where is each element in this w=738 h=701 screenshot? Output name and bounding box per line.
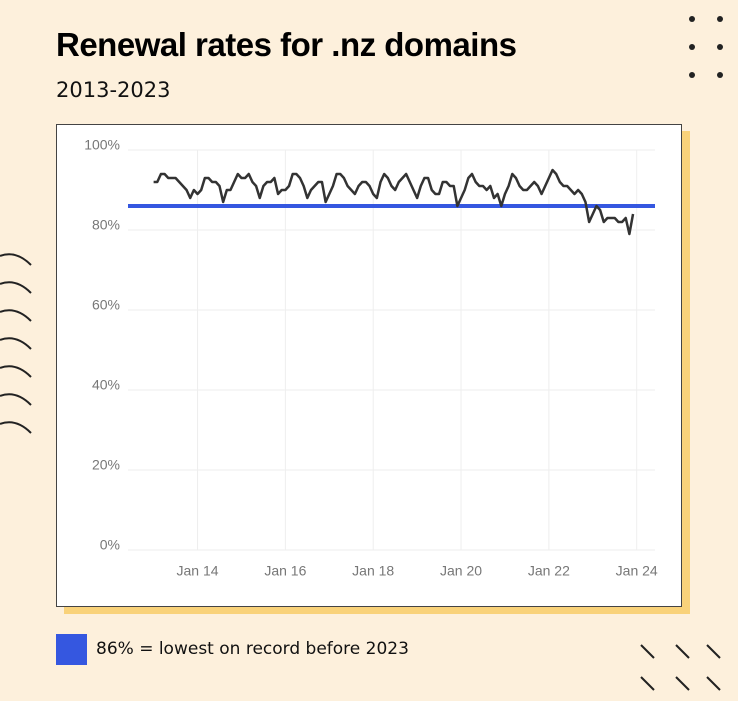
y-tick-label: 100% [84, 137, 120, 153]
y-tick-label: 0% [100, 537, 120, 553]
title: Renewal rates for .nz domains [56, 26, 517, 63]
y-tick-label: 80% [92, 217, 120, 233]
x-tick-label: Jan 22 [528, 563, 570, 579]
subtitle: 2013-2023 [56, 78, 171, 102]
x-tick-label: Jan 24 [616, 563, 658, 579]
y-tick-label: 60% [92, 297, 120, 313]
legend-swatch [56, 634, 87, 665]
x-tick-label: Jan 18 [352, 563, 394, 579]
y-tick-label: 40% [92, 377, 120, 393]
y-tick-label: 20% [92, 457, 120, 473]
x-tick-label: Jan 14 [177, 563, 219, 579]
data-line [153, 168, 635, 236]
legend-label: 86% = lowest on record before 2023 [96, 639, 409, 659]
x-tick-label: Jan 16 [264, 563, 306, 579]
x-tick-label: Jan 20 [440, 563, 482, 579]
